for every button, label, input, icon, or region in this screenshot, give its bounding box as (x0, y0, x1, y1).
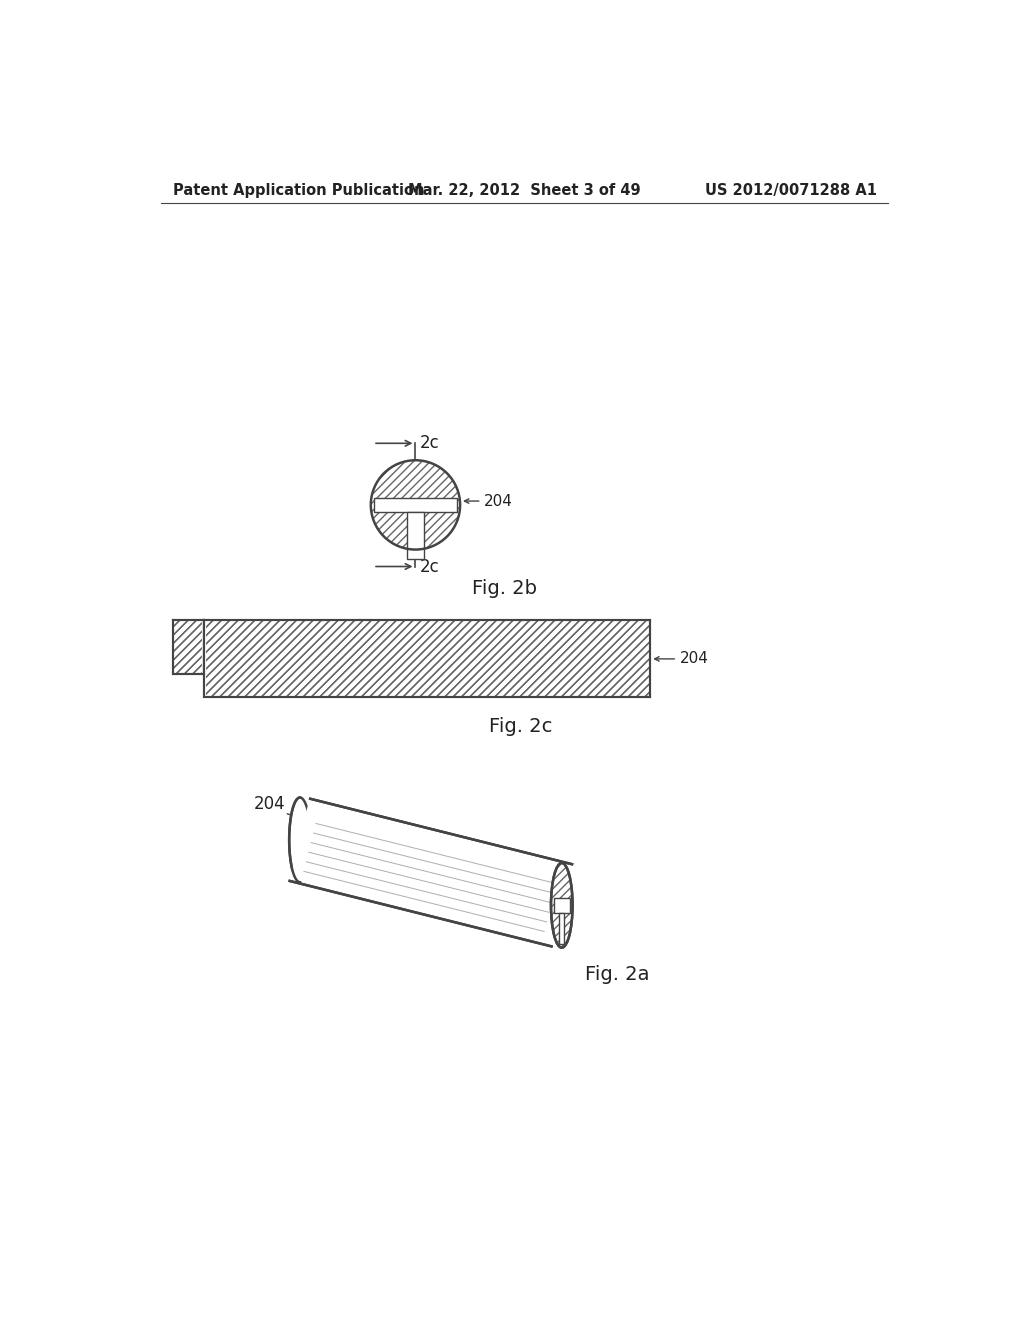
Bar (559, 912, 564, 945)
Text: Fig. 2c: Fig. 2c (488, 717, 552, 737)
Bar (173, 620, 204, 675)
Text: Fig. 2b: Fig. 2b (472, 578, 537, 598)
Bar (204, 620, 650, 697)
Bar (554, 898, 569, 912)
Bar (407, 512, 424, 558)
Text: 204: 204 (680, 651, 709, 667)
Text: 204: 204 (484, 494, 513, 508)
Ellipse shape (551, 863, 572, 948)
Bar (204, 620, 650, 697)
Bar (173, 620, 204, 675)
Bar (204, 620, 650, 697)
Bar (374, 498, 457, 512)
Ellipse shape (289, 797, 310, 882)
Text: 2c: 2c (420, 434, 440, 453)
Text: Patent Application Publication: Patent Application Publication (173, 183, 424, 198)
Text: US 2012/0071288 A1: US 2012/0071288 A1 (706, 183, 878, 198)
Text: Mar. 22, 2012  Sheet 3 of 49: Mar. 22, 2012 Sheet 3 of 49 (409, 183, 641, 198)
Text: 204: 204 (254, 795, 286, 813)
Text: 2c: 2c (420, 557, 440, 576)
Bar (204, 620, 650, 697)
Text: Fig. 2a: Fig. 2a (585, 965, 649, 985)
Polygon shape (290, 799, 572, 946)
Bar (173, 620, 204, 675)
Bar (173, 620, 204, 675)
